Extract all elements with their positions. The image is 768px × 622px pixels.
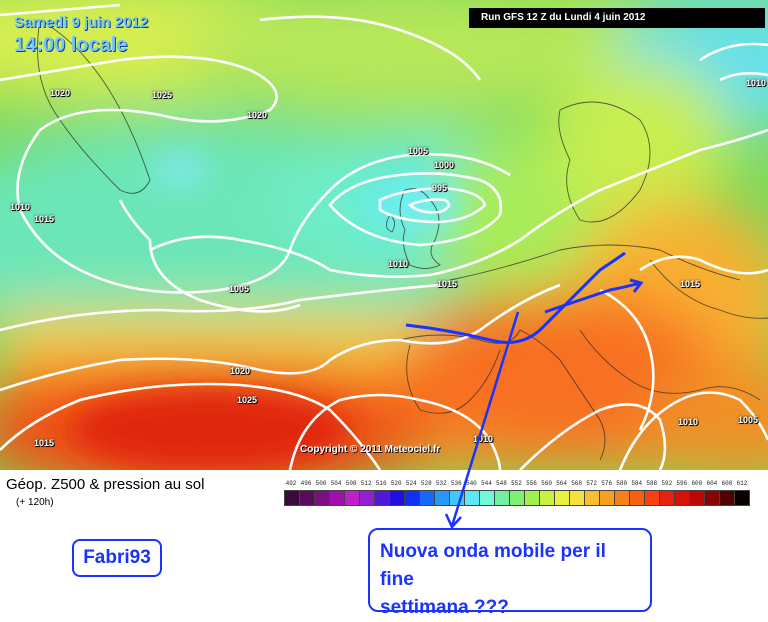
scale-label: 520 <box>388 480 404 487</box>
scale-swatch <box>600 491 615 505</box>
scale-swatch <box>465 491 480 505</box>
scale-swatch <box>555 491 570 505</box>
scale-label: 528 <box>418 480 434 487</box>
scale-swatch <box>405 491 420 505</box>
scale-swatch <box>420 491 435 505</box>
isobar-label: 1000 <box>434 160 454 170</box>
scale-label: 588 <box>644 480 660 487</box>
isobar-label: 1010 <box>388 259 408 269</box>
annotation-line-1: Nuova onda mobile per il fine <box>380 538 640 594</box>
scale-label: 600 <box>689 480 705 487</box>
scale-swatch <box>690 491 705 505</box>
scale-label: 548 <box>493 480 509 487</box>
scale-label: 576 <box>599 480 615 487</box>
isobar-label: 1010 <box>678 417 698 427</box>
scale-label: 532 <box>433 480 449 487</box>
weather-map: Samedi 9 juin 2012 14:00 locale Run GFS … <box>0 0 768 470</box>
scale-swatch <box>450 491 465 505</box>
isobar-label: 1020 <box>230 366 250 376</box>
isobar-label: 1010 <box>473 434 493 444</box>
scale-label: 492 <box>283 480 299 487</box>
scale-label: 504 <box>328 480 344 487</box>
scale-label: 592 <box>659 480 675 487</box>
isobar-label: 995 <box>432 183 447 193</box>
scale-swatch <box>660 491 675 505</box>
scale-swatch <box>645 491 660 505</box>
scale-swatch <box>630 491 645 505</box>
scale-label: 556 <box>524 480 540 487</box>
scale-swatch <box>330 491 345 505</box>
scale-swatch <box>525 491 540 505</box>
scale-swatch <box>435 491 450 505</box>
annotation-note: Nuova onda mobile per il fine settimana … <box>368 528 652 612</box>
scale-swatch <box>345 491 360 505</box>
scale-label: 516 <box>373 480 389 487</box>
geopotential-field <box>0 0 768 470</box>
scale-swatch <box>675 491 690 505</box>
color-field <box>0 0 768 470</box>
scale-swatch <box>360 491 375 505</box>
scale-label: 572 <box>584 480 600 487</box>
scale-swatch <box>480 491 495 505</box>
scale-label: 536 <box>448 480 464 487</box>
isobar-label: 1020 <box>50 88 70 98</box>
isobar-label: 1005 <box>738 415 758 425</box>
scale-label: 596 <box>674 480 690 487</box>
scale-swatch <box>375 491 390 505</box>
legend-title: Géop. Z500 & pression au sol <box>6 476 204 493</box>
scale-label: 544 <box>478 480 494 487</box>
username-box: Fabri93 <box>72 539 162 577</box>
isobar-label: 1005 <box>408 146 428 156</box>
isobar-label: 1025 <box>152 90 172 100</box>
legend-subtitle: (+ 120h) <box>16 497 54 508</box>
scale-swatch <box>540 491 555 505</box>
scale-label: 552 <box>508 480 524 487</box>
scale-swatch <box>315 491 330 505</box>
scale-swatch <box>390 491 405 505</box>
isobar-label: 1025 <box>237 395 257 405</box>
scale-swatch <box>705 491 720 505</box>
scale-label: 496 <box>298 480 314 487</box>
scale-label: 500 <box>313 480 329 487</box>
scale-swatch <box>615 491 630 505</box>
scale-swatch <box>495 491 510 505</box>
forecast-time: 14:00 locale <box>14 34 127 57</box>
scale-label: 524 <box>403 480 419 487</box>
scale-label: 568 <box>569 480 585 487</box>
scale-label: 604 <box>704 480 720 487</box>
isobar-label: 1015 <box>680 279 700 289</box>
scale-swatch <box>510 491 525 505</box>
copyright-text: Copyright © 2011 Meteociel.fr <box>300 444 440 455</box>
scale-swatch <box>720 491 735 505</box>
model-run-label: Run GFS 12 Z du Lundi 4 juin 2012 <box>469 8 765 28</box>
scale-label: 508 <box>343 480 359 487</box>
scale-swatch <box>735 491 749 505</box>
scale-label: 540 <box>463 480 479 487</box>
scale-label: 584 <box>629 480 645 487</box>
annotation-line-2: settimana ??? <box>380 594 640 622</box>
isobar-label: 1015 <box>437 279 457 289</box>
scale-swatch <box>300 491 315 505</box>
scale-label: 512 <box>358 480 374 487</box>
scale-label: 608 <box>719 480 735 487</box>
isobar-label: 1010 <box>746 78 766 88</box>
scale-label: 612 <box>734 480 750 487</box>
isobar-label: 1020 <box>247 110 267 120</box>
scale-label: 560 <box>539 480 555 487</box>
isobar-label: 1005 <box>229 284 249 294</box>
color-scale-bar <box>284 490 750 506</box>
isobar-label: 1010 <box>10 202 30 212</box>
scale-label: 580 <box>614 480 630 487</box>
scale-swatch <box>570 491 585 505</box>
forecast-date: Samedi 9 juin 2012 <box>14 14 148 31</box>
isobar-label: 1015 <box>34 214 54 224</box>
isobar-label: 1015 <box>34 438 54 448</box>
scale-swatch <box>285 491 300 505</box>
scale-swatch <box>585 491 600 505</box>
scale-label: 564 <box>554 480 570 487</box>
